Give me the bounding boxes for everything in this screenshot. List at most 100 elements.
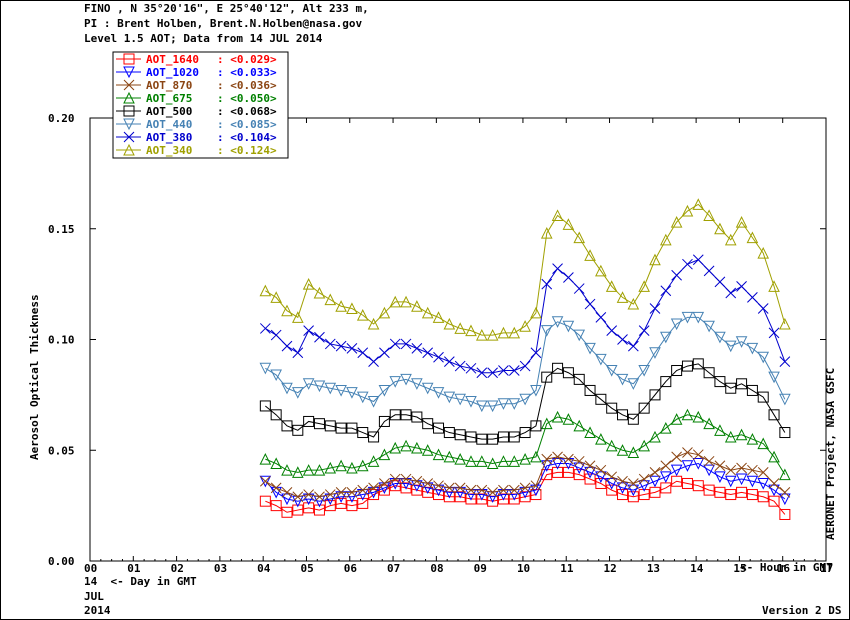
data-point <box>649 303 661 314</box>
data-point <box>703 367 715 379</box>
data-point <box>432 448 445 461</box>
data-point <box>703 484 715 496</box>
data-point <box>368 482 379 494</box>
data-point <box>649 475 661 488</box>
legend-marker <box>123 79 135 91</box>
data-point <box>736 462 747 474</box>
data-point <box>595 353 607 366</box>
header-station: FINO , N 35°20'16", E 25°40'12", Alt 233… <box>84 2 369 15</box>
data-point <box>346 461 358 474</box>
data-point <box>584 460 596 472</box>
data-point <box>530 450 542 463</box>
data-point <box>725 287 737 299</box>
data-point <box>692 311 705 324</box>
data-point <box>540 227 553 239</box>
data-point <box>671 451 682 463</box>
data-point <box>346 500 358 512</box>
data-point <box>303 415 315 427</box>
data-point <box>682 447 693 458</box>
legend-series-mean: : <0.033> <box>217 66 277 79</box>
data-point <box>411 411 423 423</box>
legend-marker <box>123 53 135 65</box>
legend-marker <box>123 91 135 104</box>
data-point <box>270 329 282 341</box>
data-point <box>714 471 726 483</box>
data-point <box>616 444 629 456</box>
legend-series-name: AOT_675 <box>146 92 192 105</box>
data-point <box>314 491 325 503</box>
data-point <box>497 398 510 410</box>
data-point <box>335 497 347 509</box>
data-point <box>779 508 791 520</box>
data-point <box>746 342 759 355</box>
x-tick-label: 14 <box>690 562 704 575</box>
data-point <box>595 264 607 277</box>
x-tick-label: 08 <box>430 562 443 575</box>
data-point <box>573 373 585 385</box>
legend-marker <box>123 131 135 143</box>
data-point <box>400 439 412 452</box>
data-point <box>724 475 737 488</box>
legend-series-name: AOT_870 <box>146 79 192 92</box>
data-point <box>736 378 748 390</box>
data-point <box>476 455 488 467</box>
data-point <box>746 489 758 501</box>
data-point <box>605 280 618 292</box>
data-point <box>292 491 304 503</box>
data-point <box>443 450 456 463</box>
data-point <box>649 253 661 266</box>
data-point <box>757 351 770 364</box>
y-tick-label: 0.15 <box>48 223 75 236</box>
legend-series-name: AOT_1020 <box>146 66 199 79</box>
data-point <box>692 480 704 492</box>
data-point <box>389 409 401 421</box>
data-point <box>303 502 315 514</box>
data-point <box>757 467 769 478</box>
data-point <box>508 455 521 467</box>
data-point <box>595 393 607 405</box>
data-point <box>681 477 693 489</box>
data-point <box>660 421 672 434</box>
x-tick-label: 11 <box>560 562 574 575</box>
data-point <box>389 473 401 485</box>
data-point <box>400 473 412 485</box>
data-point <box>671 269 682 281</box>
data-point <box>563 272 574 283</box>
data-point <box>746 433 759 445</box>
data-point <box>638 439 650 452</box>
data-point <box>400 482 412 494</box>
data-point <box>757 477 770 490</box>
data-point <box>378 384 391 397</box>
data-point <box>562 367 574 379</box>
data-point <box>747 464 758 476</box>
data-point <box>779 317 791 330</box>
data-point <box>486 328 499 341</box>
data-point <box>562 466 574 478</box>
data-point <box>725 382 737 394</box>
data-point <box>681 204 694 217</box>
data-point <box>422 347 434 359</box>
data-point <box>692 358 704 370</box>
x-tick-label: 13 <box>647 562 660 575</box>
data-point <box>432 387 445 399</box>
data-point <box>681 408 694 421</box>
header-level: Level 1.5 AOT; Data from 14 JUL 2014 <box>84 32 323 45</box>
data-point <box>487 367 498 379</box>
data-point <box>551 458 564 470</box>
data-point <box>346 422 358 434</box>
data-point <box>746 475 759 488</box>
data-point <box>736 280 747 292</box>
data-point <box>454 360 466 372</box>
series-aot-340 <box>259 198 791 341</box>
y-tick-label: 0.20 <box>48 112 75 125</box>
data-point <box>541 469 553 481</box>
data-point <box>476 400 488 413</box>
data-point <box>779 393 791 406</box>
data-point <box>270 482 282 494</box>
data-point <box>324 461 337 474</box>
data-point <box>605 365 618 377</box>
data-point <box>670 318 683 331</box>
data-point <box>314 331 325 343</box>
data-point <box>411 441 423 454</box>
data-point <box>660 471 672 483</box>
